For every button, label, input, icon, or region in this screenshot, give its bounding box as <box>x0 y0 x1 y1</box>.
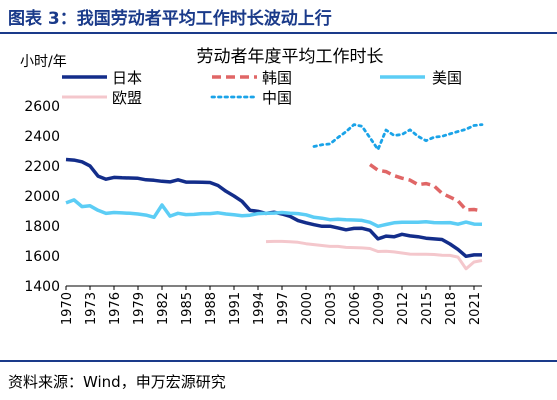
source-note: 资料来源：Wind，申万宏源研究 <box>8 373 226 391</box>
plot-area <box>65 123 484 271</box>
y-tick-label: 2200 <box>24 159 60 175</box>
series-line-3 <box>312 123 484 151</box>
legend-label-4: 欧盟 <box>112 89 142 107</box>
x-tick-label: 2018 <box>444 292 459 325</box>
figure-title: 图表 3：我国劳动者平均工作时长波动上行 <box>8 9 332 29</box>
x-tick-label: 2015 <box>420 292 435 325</box>
y-tick-label: 2400 <box>24 129 60 145</box>
x-tick-label: 1979 <box>132 292 147 325</box>
x-tick-label: 1994 <box>252 292 267 325</box>
x-tick-label: 1997 <box>276 292 291 325</box>
chart-title: 劳动者年度平均工作时长 <box>197 47 384 67</box>
x-tick-label: 2009 <box>372 292 387 325</box>
x-tick-label: 1991 <box>228 292 243 325</box>
series-line-2 <box>65 198 483 229</box>
y-tick-label: 2000 <box>24 189 60 205</box>
x-tick-label: 2012 <box>396 292 411 325</box>
series-line-4 <box>265 239 483 271</box>
legend-label-2: 美国 <box>432 69 462 87</box>
y-tick-label: 1400 <box>24 279 60 295</box>
legend-label-1: 韩国 <box>262 69 292 87</box>
x-tick-label: 1970 <box>60 292 75 325</box>
x-tick-label: 1985 <box>180 292 195 325</box>
x-tick-label: 2000 <box>300 292 315 325</box>
x-tick-label: 2006 <box>348 292 363 325</box>
y-tick-label: 1800 <box>24 219 60 235</box>
x-tick-label: 1988 <box>204 292 219 325</box>
x-tick-label: 2003 <box>324 292 339 325</box>
legend-label-3: 中国 <box>262 89 292 107</box>
axes: 1400 1600 1800 2000 2200 2400 2600 1970 1973 1976… <box>24 99 483 325</box>
x-tick-label: 1973 <box>84 292 99 325</box>
bottom-rule <box>0 360 557 362</box>
x-tick-label: 1976 <box>108 292 123 325</box>
series-line-1 <box>368 163 483 213</box>
top-rule <box>0 32 557 34</box>
legend-label-0: 日本 <box>112 69 142 87</box>
y-tick-label: 2600 <box>24 99 60 115</box>
y-axis-unit-label: 小时/年 <box>20 54 67 70</box>
y-tick-label: 1600 <box>24 249 60 265</box>
x-tick-label: 1982 <box>156 292 171 325</box>
x-tick-label: 2021 <box>468 292 483 325</box>
